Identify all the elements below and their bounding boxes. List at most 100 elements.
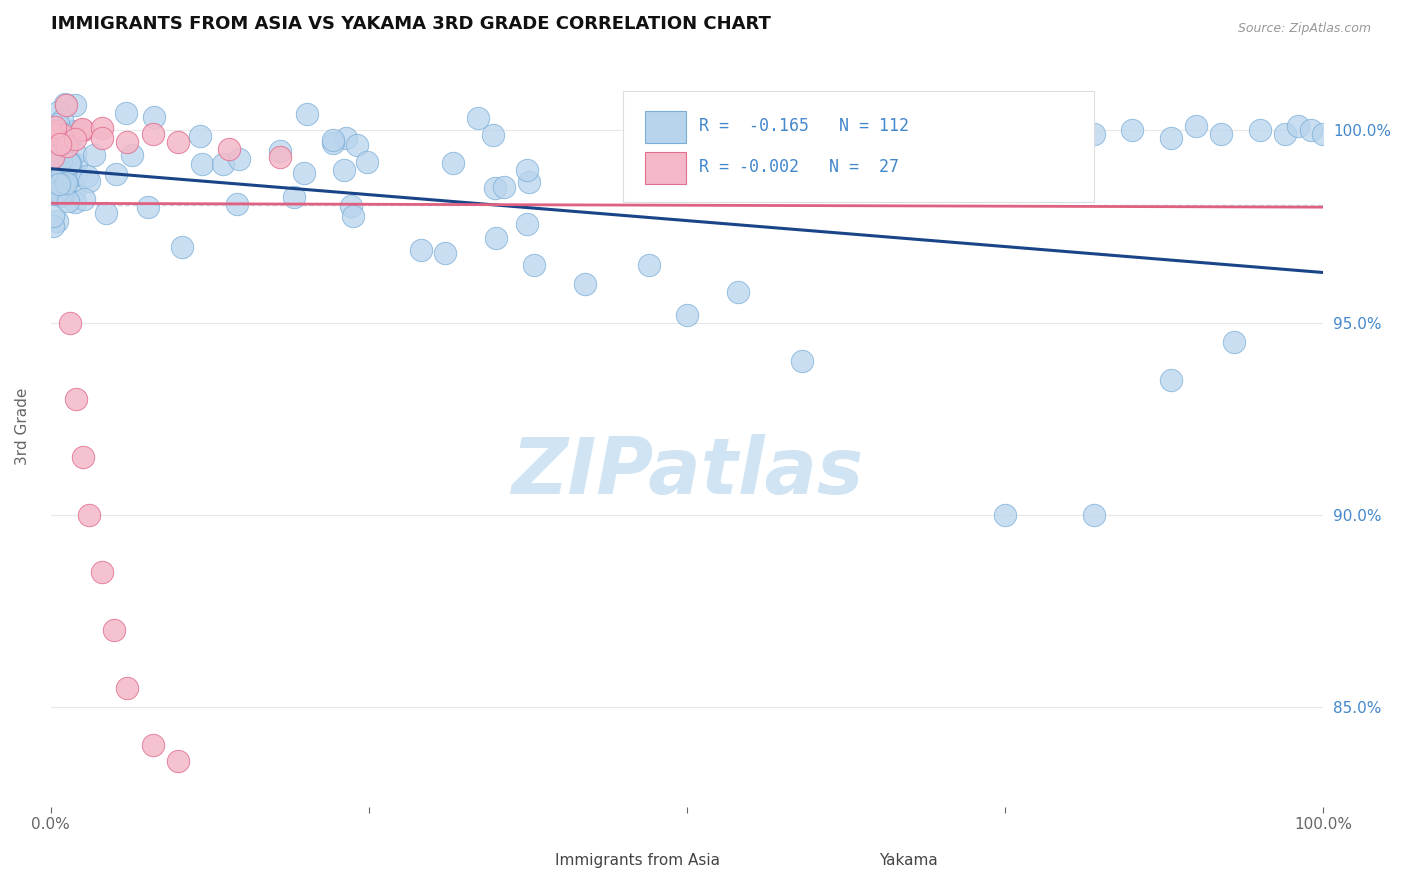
Point [346,137,368,152]
Point [72,121,94,136]
Point [269,150,291,164]
Point [48,140,70,154]
Point [342,209,364,223]
Point [121,148,143,162]
Point [63,98,86,112]
Point [727,285,749,299]
Point [676,308,699,322]
Point [42,150,65,164]
Point [322,136,344,151]
Point [65,168,87,182]
Point [956,131,979,145]
Point [340,198,363,212]
Point [441,156,464,170]
FancyBboxPatch shape [623,91,1094,202]
Y-axis label: 3rd Grade: 3rd Grade [15,388,30,465]
Point [574,277,596,291]
Point [142,739,165,753]
Point [59,316,82,330]
FancyBboxPatch shape [645,112,686,143]
Point [1312,127,1334,141]
Point [49,153,72,167]
Point [63,131,86,145]
Text: Immigrants from Asia: Immigrants from Asia [555,854,720,868]
Point [516,163,538,178]
Point [46,117,69,131]
Point [484,181,506,195]
Point [228,152,250,166]
Point [56,139,79,153]
Point [45,138,67,153]
Point [41,163,63,178]
Point [72,123,94,137]
Point [58,156,80,170]
Point [1160,373,1182,387]
Point [1211,127,1233,141]
Point [65,194,87,209]
Point [46,105,69,120]
Point [167,754,190,768]
Point [283,190,305,204]
Point [53,178,76,193]
Point [218,143,240,157]
Point [492,180,515,194]
Point [485,231,508,245]
Point [1083,508,1105,522]
Text: Source: ZipAtlas.com: Source: ZipAtlas.com [1237,22,1371,36]
Point [51,158,73,172]
Point [411,243,433,257]
Point [1223,334,1246,349]
Point [211,157,233,171]
Point [523,258,546,272]
Point [516,218,538,232]
Point [41,180,63,194]
Point [51,167,73,181]
Point [53,122,76,136]
Point [1160,131,1182,145]
Point [90,131,112,145]
Text: Yakama: Yakama [879,854,938,868]
Point [1299,123,1322,137]
Point [46,214,69,228]
Point [65,145,87,160]
Point [115,681,138,695]
Point [59,130,82,145]
Point [91,121,114,136]
Point [59,169,82,183]
Point [226,197,249,211]
Point [1083,127,1105,141]
Point [55,150,77,164]
Text: R = -0.002   N =  27: R = -0.002 N = 27 [699,159,898,177]
Point [58,126,80,140]
Point [49,137,72,152]
Point [295,107,318,121]
Point [51,184,73,198]
FancyBboxPatch shape [645,153,686,185]
Point [115,106,138,120]
Point [1185,120,1208,134]
FancyBboxPatch shape [837,851,868,871]
Point [55,97,77,112]
Point [167,135,190,149]
Text: ZIPatlas: ZIPatlas [510,434,863,510]
Point [136,200,159,214]
Point [48,177,70,191]
Point [58,156,80,170]
Point [1121,123,1143,137]
Point [1249,123,1271,137]
FancyBboxPatch shape [513,851,544,871]
Point [434,246,457,260]
Text: R =  -0.165   N = 112: R = -0.165 N = 112 [699,118,908,136]
Point [335,131,357,145]
Point [51,145,73,160]
Point [333,163,356,178]
Point [52,133,75,147]
Point [77,508,100,522]
Point [52,186,75,200]
Point [790,354,813,368]
Point [44,153,66,167]
Point [45,186,67,201]
Point [103,623,125,637]
Point [142,110,165,124]
Point [519,174,541,188]
